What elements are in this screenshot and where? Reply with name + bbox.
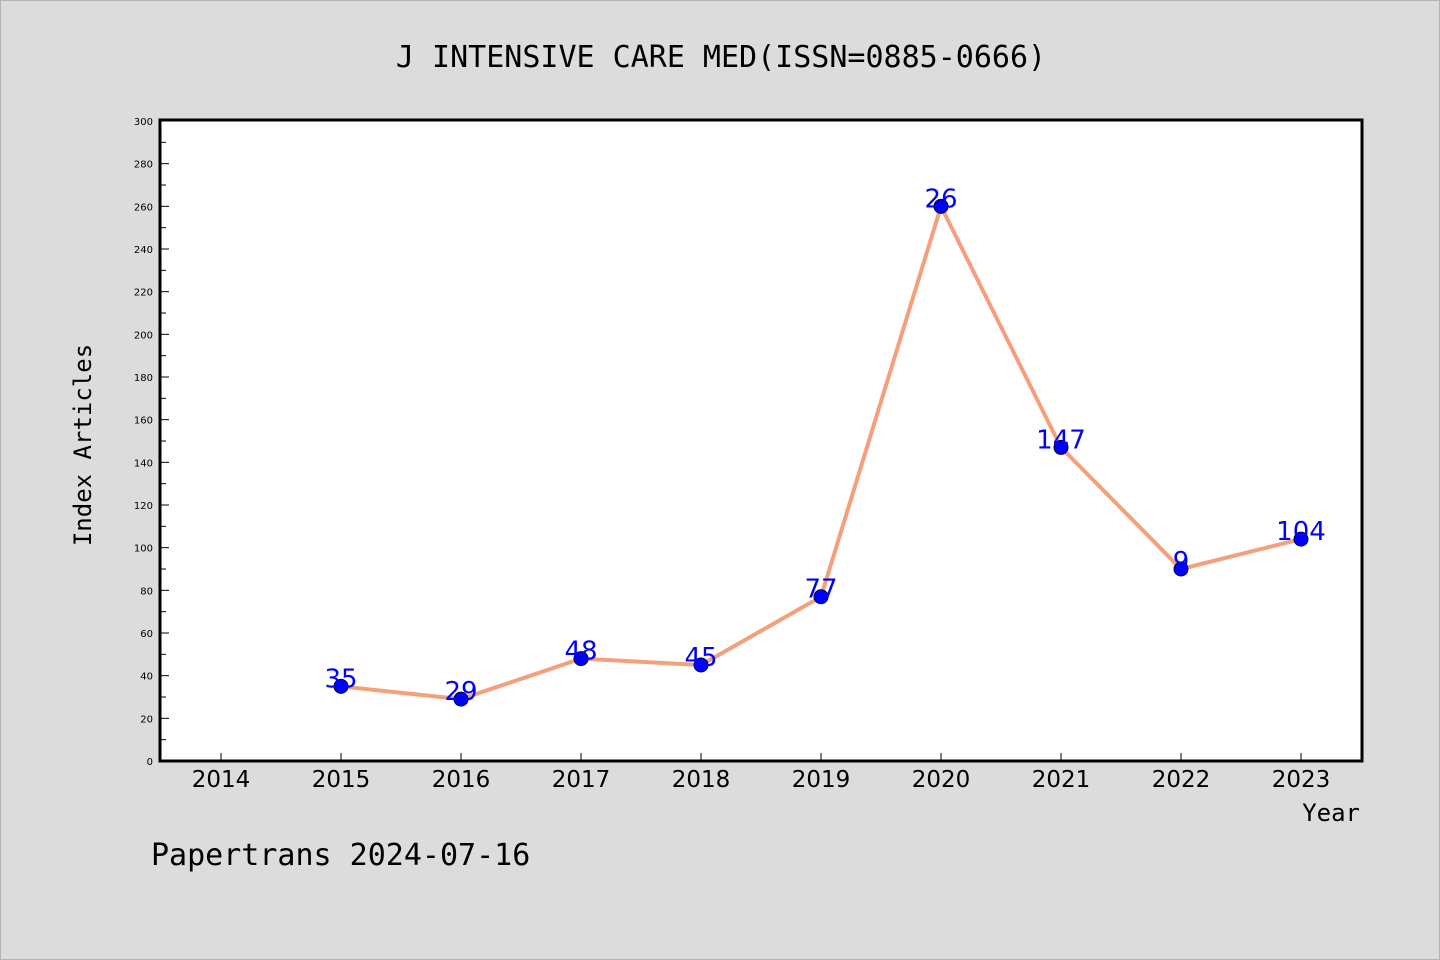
- data-point: [813, 589, 829, 605]
- y-tick-label: 300: [134, 117, 153, 128]
- y-tick-label: 40: [140, 672, 153, 683]
- y-tick-label: 20: [140, 714, 153, 725]
- y-tick-label: 220: [134, 288, 153, 299]
- data-point: [1173, 561, 1189, 577]
- x-tick-label: 2017: [552, 767, 611, 793]
- data-point: [1053, 439, 1069, 455]
- data-label: 48: [564, 637, 597, 667]
- data-point: [1293, 531, 1309, 547]
- data-label: 29: [444, 677, 477, 707]
- data-label: 104: [1276, 517, 1326, 547]
- y-tick-label: 160: [134, 416, 153, 427]
- x-axis: 2014 2015 2016 2017 2018 2019 2020 2021 2022 2023: [192, 753, 1331, 793]
- data-point: [693, 657, 709, 673]
- y-axis-label: Index Articles: [69, 344, 97, 546]
- data-label: 35: [324, 664, 357, 694]
- x-axis-label: Year: [1302, 799, 1360, 827]
- y-axis: 0 20 40 60 80 100 120 140 160 180 200 220 240 260 280 3…: [134, 117, 169, 768]
- data-label: 26: [924, 184, 957, 214]
- x-tick-label: 2015: [312, 767, 371, 793]
- x-tick-label: 2021: [1032, 767, 1091, 793]
- data-label: 9: [1173, 547, 1190, 577]
- x-tick-label: 2018: [672, 767, 731, 793]
- data-points: 35 29 48 45 77 26 147 9 104: [324, 184, 1325, 707]
- data-point: [333, 678, 349, 694]
- y-tick-label: 100: [134, 544, 153, 555]
- x-tick-label: 2023: [1272, 767, 1331, 793]
- y-tick-label: 0: [147, 757, 153, 768]
- y-tick-label: 240: [134, 245, 153, 256]
- data-point: [573, 651, 589, 667]
- y-tick-label: 120: [134, 501, 153, 512]
- data-label: 147: [1036, 425, 1086, 455]
- x-tick-label: 2019: [792, 767, 851, 793]
- chart-title: J INTENSIVE CARE MED(ISSN=0885-0666): [396, 40, 1046, 75]
- y-tick-label: 80: [140, 586, 153, 597]
- footer-credit: Papertrans 2024-07-16: [151, 838, 530, 873]
- y-tick-label: 260: [134, 202, 153, 213]
- y-tick-label: 280: [134, 160, 153, 171]
- y-tick-label: 180: [134, 373, 153, 384]
- x-tick-label: 2020: [912, 767, 971, 793]
- y-tick-label: 200: [134, 330, 153, 341]
- data-point: [453, 691, 469, 707]
- data-label: 45: [684, 643, 717, 673]
- x-tick-label: 2022: [1152, 767, 1211, 793]
- data-point: [933, 198, 949, 214]
- data-label: 77: [804, 575, 837, 605]
- plot-area: [158, 118, 1364, 763]
- y-tick-label: 140: [134, 458, 153, 469]
- x-tick-label: 2014: [192, 767, 251, 793]
- x-tick-label: 2016: [432, 767, 491, 793]
- y-tick-label: 60: [140, 629, 153, 640]
